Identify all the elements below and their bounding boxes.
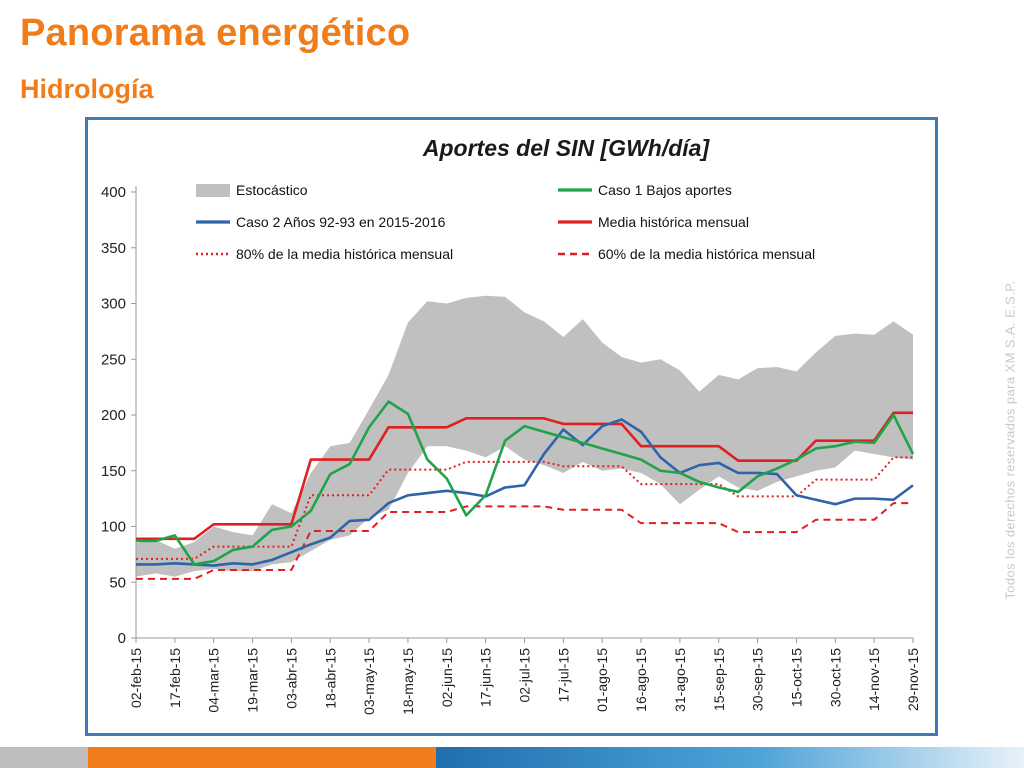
chart-title: Aportes del SIN [GWh/día] (422, 135, 711, 161)
y-tick-label: 200 (101, 407, 126, 424)
y-tick-label: 100 (101, 519, 126, 536)
legend-label: 80% de la media histórica mensual (236, 246, 453, 262)
lines-layer (136, 400, 915, 580)
x-tick-label: 02-jul-15 (517, 648, 533, 703)
series-line-3 (136, 411, 913, 541)
x-tick-label: 30-oct-15 (827, 648, 843, 707)
x-tick-label: 03-abr-15 (283, 648, 299, 709)
x-tick-label: 31-ago-15 (672, 648, 688, 712)
legend-label: Caso 2 Años 92-93 en 2015-2016 (236, 214, 446, 230)
legend: Estocástico Caso 1 Bajos aportes Caso 2 Añ… (196, 182, 815, 262)
page-title: Panorama energético (20, 12, 411, 54)
footer-bar-blue (436, 747, 1024, 768)
aportes-chart: Aportes del SIN [GWh/día] 0 50 100 150 200 25… (101, 135, 921, 715)
legend-label: Caso 1 Bajos aportes (598, 182, 732, 198)
legend-label: Estocástico (236, 182, 308, 198)
footer-bar-gray (0, 747, 88, 768)
legend-swatch (196, 184, 230, 197)
y-tick-label: 300 (101, 296, 126, 313)
x-tick-label: 19-mar-15 (245, 648, 261, 713)
y-tick-label: 350 (101, 240, 126, 257)
x-tick-label: 16-ago-15 (633, 648, 649, 712)
series-line-4 (136, 456, 913, 560)
x-tick-label: 18-abr-15 (322, 648, 338, 709)
page-subtitle: Hidrología (20, 74, 154, 104)
series-line-1 (136, 400, 915, 566)
x-tick-label: 17-jul-15 (555, 648, 571, 703)
y-tick-label: 50 (109, 574, 126, 591)
series-line-5 (136, 502, 913, 580)
series-line-2 (136, 418, 914, 567)
y-tick-label: 400 (101, 184, 126, 201)
x-tick-label: 02-feb-15 (128, 648, 144, 708)
legend-label: Media histórica mensual (598, 214, 749, 230)
copyright-note: Todos los derechos reservados para XM S.… (1002, 280, 1018, 600)
x-tick-label: 01-ago-15 (594, 648, 610, 712)
x-tick-label: 03-may-15 (361, 648, 377, 715)
axis-layer: 0 50 100 150 200 250 300 350 400 02-feb-15 17-feb-… (101, 184, 921, 715)
x-tick-label: 15-sep-15 (711, 648, 727, 711)
footer-bar-orange (88, 747, 436, 768)
x-tick-label: 14-nov-15 (866, 648, 882, 711)
legend-label: 60% de la media histórica mensual (598, 246, 815, 262)
x-tick-label: 29-nov-15 (905, 648, 921, 711)
band-layer (136, 295, 913, 577)
x-tick-label: 15-oct-15 (788, 648, 804, 707)
y-tick-label: 250 (101, 351, 126, 368)
x-tick-label: 17-jun-15 (478, 648, 494, 707)
chart-frame: Aportes del SIN [GWh/día] 0 50 100 150 200 25… (85, 117, 938, 736)
x-tick-label: 04-mar-15 (206, 648, 222, 713)
x-tick-label: 30-sep-15 (750, 648, 766, 711)
x-tick-label: 18-may-15 (400, 648, 416, 715)
x-tick-label: 02-jun-15 (439, 648, 455, 707)
x-tick-label: 17-feb-15 (167, 648, 183, 708)
y-tick-label: 150 (101, 463, 126, 480)
series-band-estocastico (136, 295, 913, 577)
y-tick-label: 0 (118, 630, 126, 647)
